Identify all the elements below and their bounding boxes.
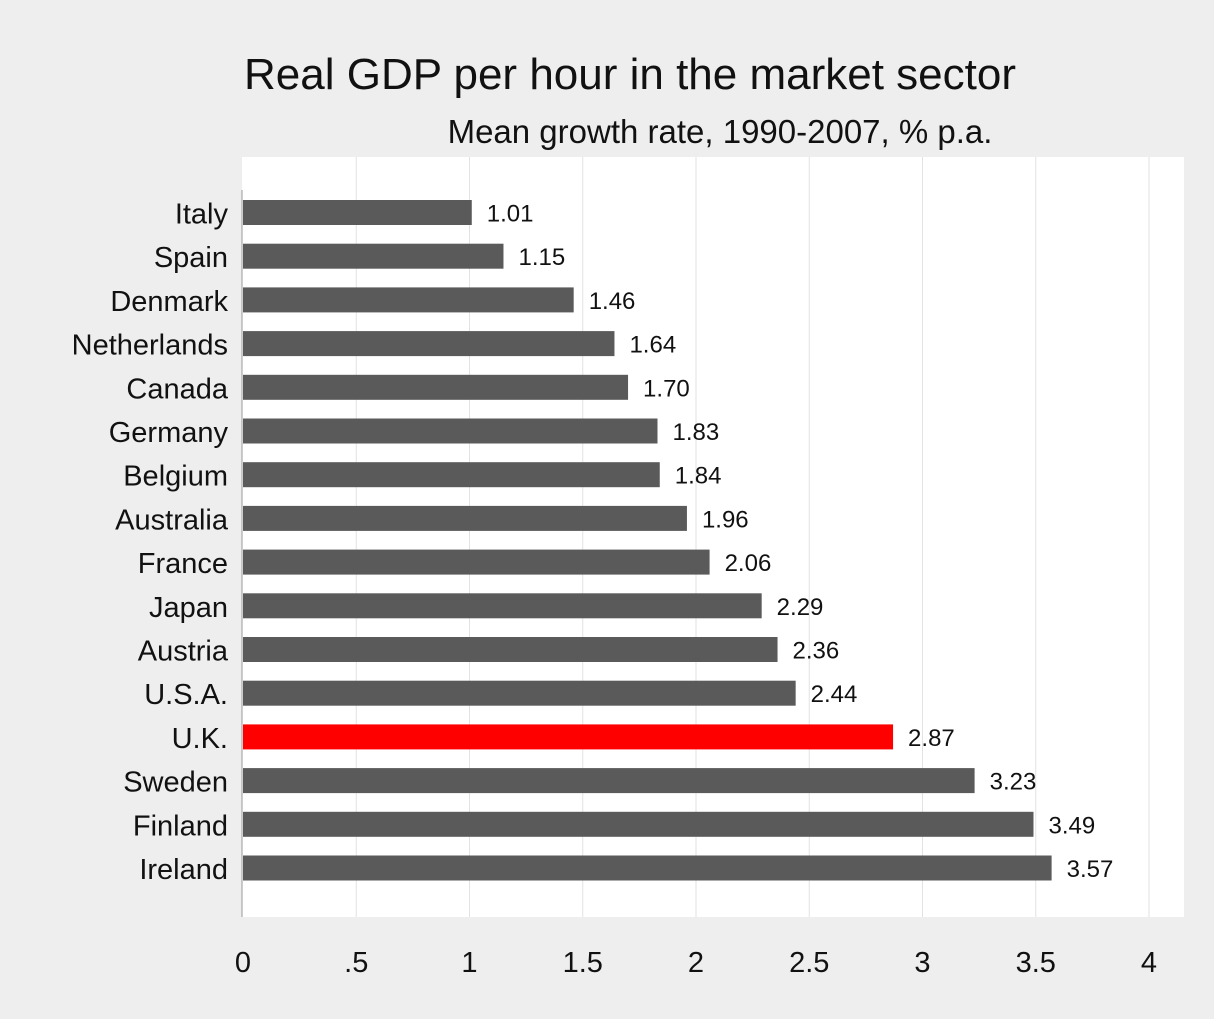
category-label: Spain (154, 242, 228, 274)
bar-highlighted (243, 724, 894, 750)
bar (243, 593, 762, 619)
value-label: 3.23 (990, 769, 1037, 796)
bar (243, 768, 975, 794)
category-label: Japan (149, 592, 228, 624)
value-label: 1.70 (643, 375, 690, 402)
value-label: 1.46 (589, 288, 636, 315)
x-tick-label: 2 (688, 947, 704, 979)
category-label: Belgium (123, 461, 228, 493)
x-tick-label: .5 (344, 947, 368, 979)
category-label: Germany (109, 417, 229, 449)
category-label: U.K. (172, 723, 228, 755)
plot-area (242, 157, 1184, 917)
category-label: Netherlands (72, 330, 228, 362)
x-tick-label: 3.5 (1016, 947, 1056, 979)
category-label: Italy (175, 199, 229, 231)
bar (243, 505, 687, 531)
x-tick-label: 3 (914, 947, 930, 979)
bar (243, 637, 778, 662)
category-label: Australia (115, 504, 229, 536)
bar (243, 287, 574, 313)
x-tick-label: 1 (461, 947, 477, 979)
value-label: 1.96 (702, 506, 749, 533)
value-label: 1.15 (518, 244, 565, 271)
value-label: 1.84 (675, 463, 722, 490)
chart-subtitle: Mean growth rate, 1990-2007, % p.a. (447, 113, 993, 150)
x-tick-label: 0 (235, 947, 251, 979)
bar (243, 243, 504, 269)
bar (243, 200, 472, 225)
bar (243, 855, 1052, 881)
bar (243, 374, 629, 400)
x-tick-label: 1.5 (563, 947, 603, 979)
bar (243, 811, 1034, 837)
bar (243, 462, 660, 488)
value-label: 2.36 (793, 638, 840, 665)
value-label: 3.49 (1048, 812, 1095, 839)
category-label: Sweden (123, 767, 228, 799)
value-label: 1.64 (629, 332, 676, 359)
chart-title: Real GDP per hour in the market sector (244, 50, 1016, 99)
category-label: Austria (138, 636, 229, 668)
value-label: 1.83 (672, 419, 719, 446)
category-label: Denmark (110, 286, 228, 318)
x-tick-label: 4 (1141, 947, 1157, 979)
value-label: 2.87 (908, 725, 955, 752)
value-label: 2.29 (777, 594, 824, 621)
category-label: Finland (133, 810, 228, 842)
value-label: 2.44 (811, 681, 858, 708)
category-label: U.S.A. (144, 679, 228, 711)
bar (243, 331, 615, 357)
x-tick-label: 2.5 (789, 947, 829, 979)
category-label: France (138, 548, 228, 580)
bar (243, 418, 658, 444)
category-label: Canada (126, 373, 228, 405)
value-label: 2.06 (725, 550, 772, 577)
value-label: 1.01 (487, 201, 534, 228)
bar (243, 549, 710, 575)
value-label: 3.57 (1067, 856, 1114, 883)
bar (243, 680, 796, 706)
category-label: Ireland (139, 854, 228, 886)
